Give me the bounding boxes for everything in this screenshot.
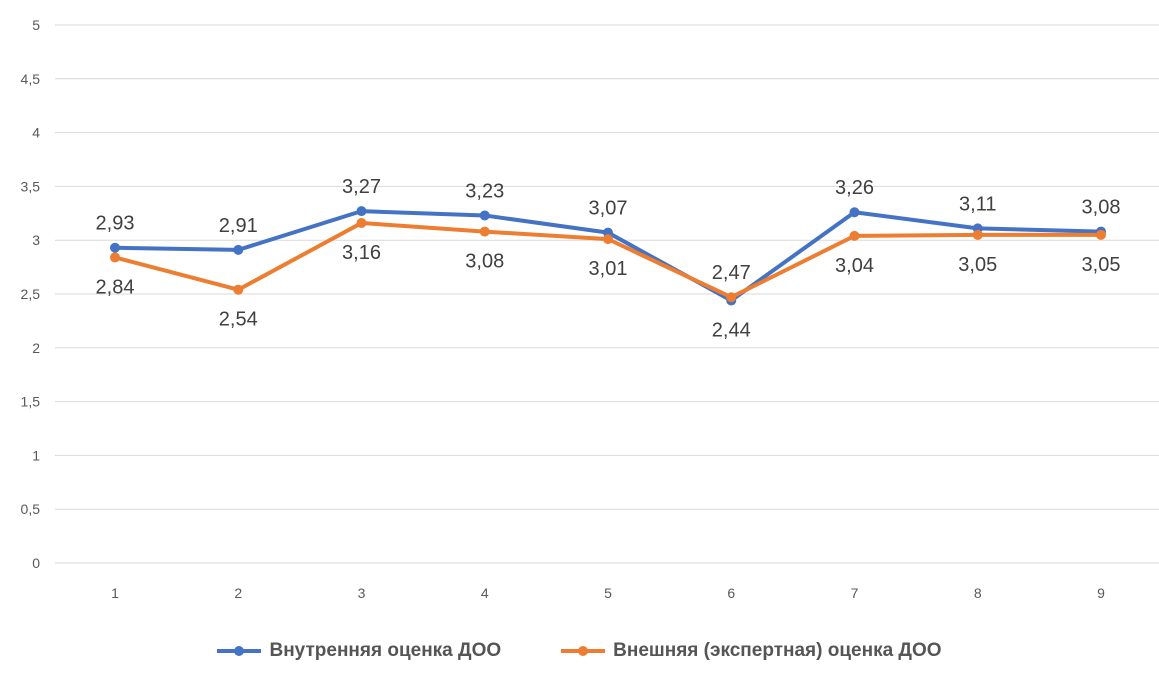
data-point [356,217,367,228]
data-point [1096,229,1106,240]
data-point [726,292,737,303]
data-point [972,229,983,240]
data-label-series-2: 3,05 [1082,254,1121,276]
x-tick-label: 5 [604,585,612,601]
legend-item-internal: Внутренняя оценка ДОО [217,640,501,662]
x-tick-label: 7 [851,585,859,601]
data-label-series-1: 2,93 [96,213,135,235]
data-label-series-1: 3,07 [589,198,628,220]
x-tick-label: 8 [974,585,982,601]
series-line-1 [114,209,1102,303]
data-label-series-2: 3,04 [835,255,874,277]
y-tick-label: 1,5 [21,394,41,410]
line-chart: 0 0,5 1 1,5 2 2,5 3 3,5 4 4,5 5 1 2 3 4 5 6 7 8 9 2,93 2,84 2,… [21,17,1159,601]
data-point [356,206,367,217]
data-label-series-1: 3,26 [835,177,874,199]
data-label-series-2: 2,54 [219,309,258,331]
data-point [603,234,613,245]
chart-legend: Внутренняя оценка ДОО Внешняя (экспертна… [0,640,1159,662]
y-tick-label: 2,5 [21,286,41,302]
data-label-series-1: 3,23 [465,180,504,202]
y-tick-label: 2 [32,340,40,356]
data-label-series-2: 3,16 [342,242,381,264]
legend-label-external: Внешняя (экспертная) оценка ДОО [613,640,942,661]
data-label-series-2: 2,84 [96,276,135,298]
data-point [233,284,244,295]
x-tick-label: 1 [111,585,119,601]
y-tick-label: 4 [32,125,40,141]
legend-swatch-external [561,646,606,656]
data-label-series-2: 3,05 [958,254,997,276]
data-label-series-1: 3,27 [342,176,381,198]
y-tick-label: 1 [32,447,40,463]
x-tick-label: 9 [1097,585,1105,601]
legend-label-internal: Внутренняя оценка ДОО [269,640,502,661]
y-tick-label: 3 [32,232,40,248]
y-tick-label: 4,5 [21,71,41,87]
data-point [849,230,860,241]
data-label-series-1: 2,91 [219,215,258,237]
data-label-series-2: 2,47 [712,262,751,284]
x-tick-label: 3 [358,585,366,601]
x-tick-label: 4 [481,585,489,601]
y-tick-label: 0,5 [21,501,41,517]
data-label-series-2: 3,08 [465,251,504,273]
data-point [110,242,120,253]
data-label-series-1: 2,44 [712,319,751,341]
data-point [233,244,244,255]
legend-item-external: Внешняя (экспертная) оценка ДОО [561,640,942,662]
x-tick-label: 6 [727,585,735,601]
x-tick-label: 2 [234,585,242,601]
legend-swatch-internal [217,646,262,656]
y-tick-label: 3,5 [21,178,41,194]
data-point [479,226,490,237]
data-point [110,252,120,263]
data-label-series-1: 3,11 [959,193,996,215]
y-tick-label: 0 [32,555,40,571]
y-tick-label: 5 [32,17,40,33]
data-point [849,207,860,218]
data-label-series-1: 3,08 [1082,197,1121,219]
data-label-series-2: 3,01 [589,258,628,280]
data-point [479,210,490,221]
